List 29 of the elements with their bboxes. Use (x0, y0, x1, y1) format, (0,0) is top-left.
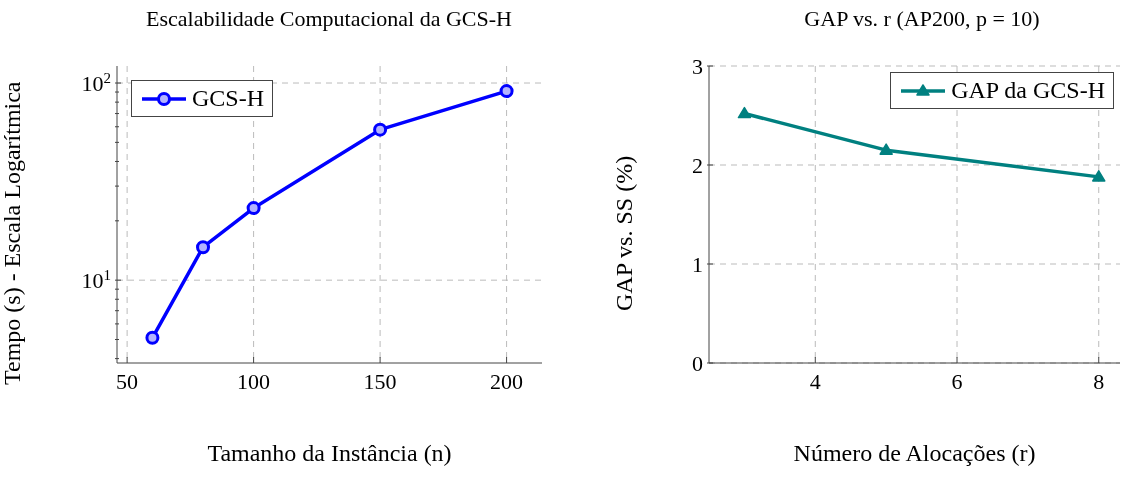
y-tick-label: 2 (692, 153, 703, 178)
point (499, 84, 514, 99)
legend-label: GCS-H (192, 85, 265, 112)
y-tick-label: 3 (692, 54, 703, 79)
point (196, 240, 211, 255)
point (737, 106, 752, 119)
y-tick-label: 10$^{2}$ (81, 70, 111, 97)
y-tick-label: 10$^{1}$ (81, 267, 111, 294)
x-tick-label: 50 (116, 369, 139, 394)
y-tick-label: 0 (692, 351, 703, 376)
point (879, 143, 893, 155)
x-tick-label: 6 (951, 369, 963, 394)
y-tick-label: 1 (692, 252, 703, 277)
y-axis-title: Tempo (s) - Escala Logarítmica (0, 80, 26, 387)
chart-title: GAP vs. r (AP200, p = 10) (803, 6, 1041, 32)
point (145, 330, 160, 345)
x-tick-label: 100 (237, 369, 271, 394)
legend-label: GAP da GCS-H (951, 77, 1105, 104)
y-axis-title: GAP vs. SS (%) (609, 154, 638, 313)
x-tick-label: 8 (1093, 369, 1105, 394)
x-tick-label: 4 (809, 369, 821, 394)
chart-title: Escalabilidade Computacional da GCS-H (145, 6, 513, 32)
point (1091, 170, 1106, 182)
point (246, 201, 261, 216)
point (373, 122, 388, 137)
x-axis-title: Tamanho da Instância (n) (206, 440, 453, 467)
x-axis-title: Número de Alocações (r) (792, 440, 1037, 467)
x-tick-label: 200 (490, 369, 524, 394)
x-tick-label: 150 (363, 369, 397, 394)
